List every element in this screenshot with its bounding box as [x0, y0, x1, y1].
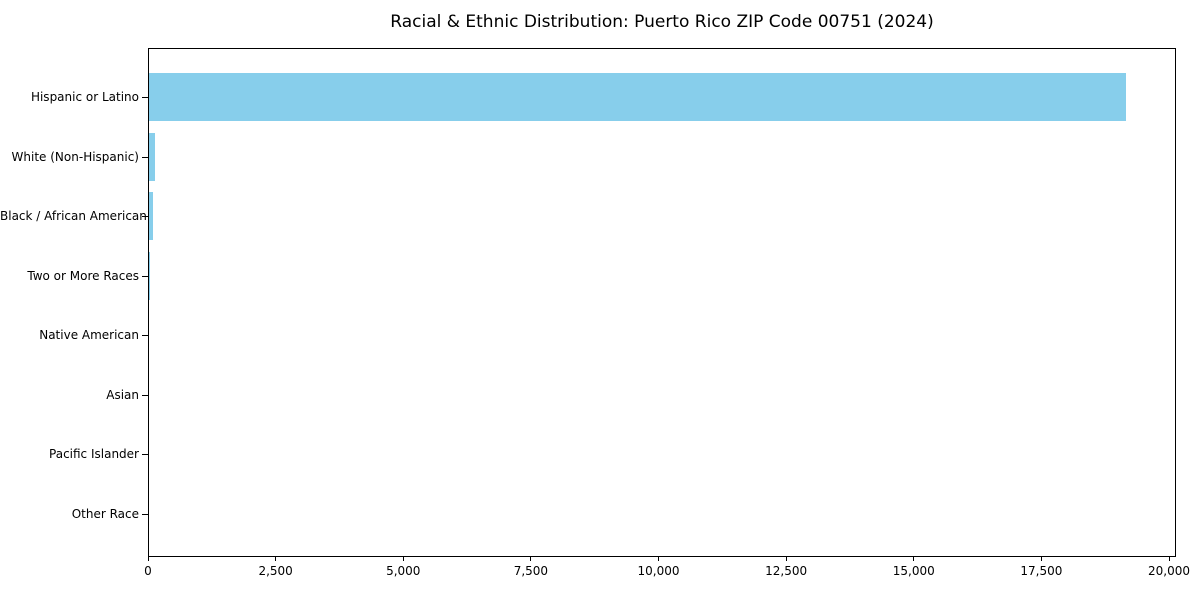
y-axis-label-two-or-more-races: Two or More Races	[27, 268, 139, 283]
x-tick	[1040, 557, 1042, 561]
x-tick-label-2500: 2,500	[258, 564, 293, 578]
x-tick	[785, 557, 787, 561]
x-tick-label-7500: 7,500	[513, 564, 549, 578]
plot-area	[148, 48, 1176, 557]
bar-black-african-american	[149, 192, 153, 241]
x-tick	[402, 557, 404, 561]
y-axis-label-pacific-islander: Pacific Islander	[49, 447, 139, 462]
x-tick-label-10000: 10,000	[637, 564, 680, 578]
x-tick	[658, 557, 659, 561]
x-tick	[913, 557, 915, 561]
y-tick	[142, 216, 148, 218]
y-tick	[142, 97, 148, 98]
y-tick	[142, 394, 148, 396]
bar-white-non-hispanic	[149, 132, 155, 181]
x-tick-label-0: 0	[144, 564, 152, 578]
x-tick-label-15000: 15,000	[892, 564, 935, 578]
x-tick-label-5000: 5,000	[386, 564, 421, 578]
x-tick	[147, 557, 149, 561]
y-axis-label-asian: Asian	[106, 387, 139, 402]
y-axis-label-hispanic-or-latino: Hispanic or Latino	[30, 90, 139, 104]
y-axis-label-white-non-hispanic: White (Non-Hispanic)	[11, 149, 139, 164]
y-tick	[142, 454, 148, 456]
y-tick	[142, 156, 148, 158]
bar-two-or-more-races	[149, 251, 150, 300]
y-axis-label-other-race: Other Race	[71, 506, 139, 521]
x-tick	[275, 557, 277, 561]
y-tick	[142, 513, 148, 515]
y-axis-label-native-american: Native American	[39, 328, 139, 343]
y-axis-label-black-african-american: Black / African American	[0, 209, 147, 224]
x-tick	[530, 557, 532, 561]
y-tick	[142, 335, 148, 337]
x-tick-label-20000: 20,000	[1148, 564, 1190, 578]
y-tick	[142, 275, 148, 277]
x-tick	[1168, 557, 1170, 561]
x-tick-label-12500: 12,500	[765, 564, 808, 578]
chart-title: Racial & Ethnic Distribution: Puerto Ric…	[390, 12, 934, 32]
bar-hispanic-or-latino	[149, 73, 1126, 121]
x-tick-label-17500: 17,500	[1020, 564, 1063, 578]
